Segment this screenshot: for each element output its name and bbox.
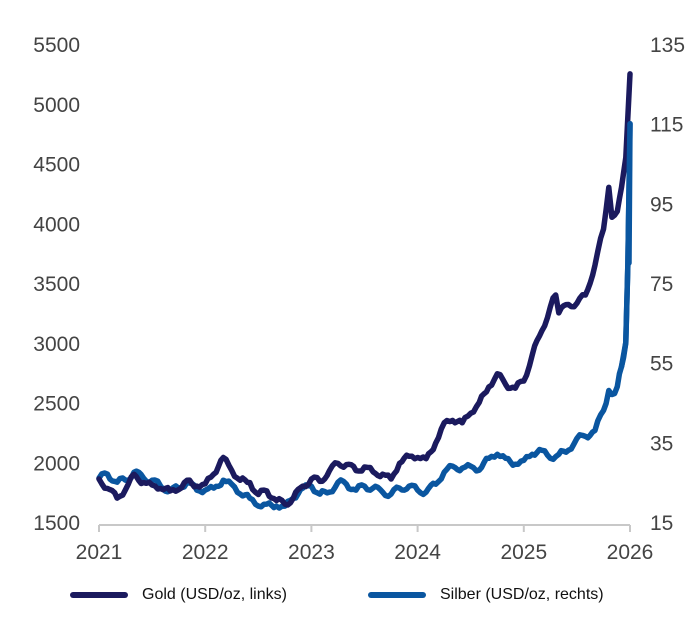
legend-label-gold: Gold (USD/oz, links) [142,586,287,603]
legend-swatch-gold [70,592,128,598]
x-tick-label: 2023 [288,541,335,564]
y-left-tick-label: 5500 [33,34,80,57]
y-left-tick-label: 3500 [33,273,80,296]
y-right-tick-label: 15 [650,512,673,535]
line-chart: 2021 2022 2023 2024 2025 2026 1500 2000 2500 3000… [33,34,685,564]
x-tick-label: 2026 [607,541,654,564]
y-right-tick-label: 55 [650,353,673,376]
y-left-tick-label: 2500 [33,393,80,416]
y-right-tick-label: 115 [650,114,683,137]
legend-item-gold: Gold (USD/oz, links) [70,586,287,604]
x-tick-label: 2024 [394,541,441,564]
y-left-tick-label: 4000 [33,213,80,236]
y-right-tick-label: 95 [650,193,673,216]
y-right-tick-label: 35 [650,432,673,455]
y-left-tick-label: 5000 [33,94,80,117]
x-tick-label: 2025 [500,541,547,564]
x-tick-label: 2021 [76,541,123,564]
axes: 2021 2022 2023 2024 2025 2026 1500 2000 2500 3000… [33,34,685,564]
series-line-gold [96,71,633,508]
y-left-tick-label: 1500 [33,512,80,535]
y-right-tick-label: 75 [650,273,673,296]
y-left-tick-label: 4500 [33,154,80,177]
legend-label-silver: Silber (USD/oz, rechts) [440,586,604,603]
series-lines [96,71,633,511]
y-right-tick-label: 135 [650,34,685,57]
series-line-silver-end [618,120,633,370]
legend-item-silver: Silber (USD/oz, rechts) [368,586,604,604]
y-left-tick-label: 3000 [33,333,80,356]
legend-swatch-silver [368,592,426,598]
y-left-tick-label: 2000 [33,452,80,475]
x-tick-label: 2022 [182,541,229,564]
